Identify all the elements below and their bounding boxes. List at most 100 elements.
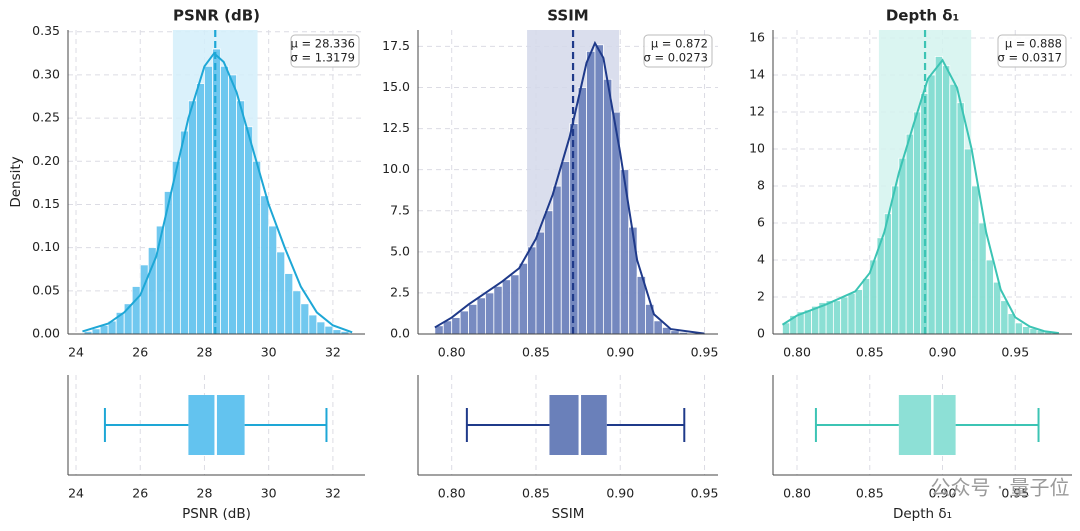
panel-title: PSNR (dB) <box>173 7 260 25</box>
stats-std: σ = 0.0273 <box>644 51 708 65</box>
histogram-bar <box>308 314 318 335</box>
histogram-bar <box>927 74 936 335</box>
histogram-bar <box>913 111 922 335</box>
histogram-bar <box>518 262 528 335</box>
histogram-bar <box>934 56 943 335</box>
histogram-bar <box>552 185 562 335</box>
histogram-bar <box>268 225 278 335</box>
x-tick-label: 0.95 <box>691 345 719 360</box>
histogram-bar <box>451 317 461 335</box>
histogram-bar <box>131 286 141 335</box>
x-tick-label: 24 <box>68 345 84 360</box>
x-tick-label: 0.95 <box>691 486 719 501</box>
histogram-bar <box>978 222 987 335</box>
y-tick-label: 15.0 <box>382 79 410 94</box>
x-axis-label: PSNR (dB) <box>182 506 251 522</box>
histogram-bar <box>91 328 101 335</box>
histogram-bar <box>493 285 503 335</box>
histogram-bar <box>228 74 237 335</box>
histogram-bar <box>832 300 842 335</box>
y-tick-label: 0.05 <box>32 282 60 297</box>
histogram-bar <box>324 325 334 335</box>
histogram-bar <box>898 157 907 335</box>
histogram-bar <box>862 278 871 335</box>
x-tick-label: 28 <box>197 345 213 360</box>
y-tick-label: 0.25 <box>32 110 60 125</box>
x-tick-label: 0.85 <box>522 486 550 501</box>
histogram-bar <box>244 126 254 335</box>
histogram-bar <box>260 195 270 335</box>
histogram-bar <box>1000 300 1009 335</box>
stats-box <box>643 34 713 68</box>
y-tick-label: 2 <box>757 288 765 303</box>
x-tick-label: 0.80 <box>783 486 811 501</box>
histogram-bar <box>963 148 973 335</box>
histogram-bar <box>803 309 812 335</box>
histogram-bar <box>586 50 596 335</box>
y-tick-label: 0.0 <box>390 326 410 341</box>
histogram-bar <box>1022 326 1031 335</box>
x-tick-label: 26 <box>132 345 148 360</box>
histogram-bar <box>459 310 469 335</box>
histogram-bar <box>602 78 613 335</box>
histogram-bar <box>220 65 229 335</box>
x-tick-label: 0.85 <box>856 345 884 360</box>
x-tick-label: 26 <box>132 486 148 501</box>
y-tick-label: 6 <box>757 214 765 229</box>
histogram-bar <box>292 290 302 335</box>
histogram-bar <box>942 65 951 335</box>
y-tick-label: 7.5 <box>390 202 410 217</box>
stats-mean: μ = 0.888 <box>1005 37 1062 51</box>
histogram-bar <box>854 289 863 335</box>
y-tick-label: 5.0 <box>390 243 410 258</box>
x-axis-label: SSIM <box>552 506 585 522</box>
histogram-bar <box>594 44 604 335</box>
histogram-bar <box>985 259 994 335</box>
x-tick-label: 32 <box>325 345 341 360</box>
y-tick-label: 12 <box>749 103 765 118</box>
x-tick-label: 30 <box>261 345 277 360</box>
histogram-bar <box>527 246 537 335</box>
stats-box <box>997 34 1067 68</box>
histogram-bar <box>510 274 520 335</box>
y-tick-label: 8 <box>757 177 765 192</box>
histogram-bar <box>949 83 958 335</box>
y-tick-label: 0 <box>757 326 765 341</box>
histogram-bar <box>284 273 294 335</box>
y-tick-label: 4 <box>757 251 765 266</box>
x-tick-label: 0.90 <box>929 345 957 360</box>
y-tick-label: 12.5 <box>382 120 410 135</box>
x-tick-label: 0.80 <box>783 345 811 360</box>
histogram-bar <box>1014 322 1023 335</box>
x-tick-label: 0.95 <box>1001 345 1029 360</box>
x-tick-label: 0.85 <box>522 345 550 360</box>
histogram-bar <box>171 160 181 335</box>
histogram-bar <box>544 210 554 335</box>
histogram-bar <box>653 320 663 335</box>
x-tick-label: 0.95 <box>1001 486 1029 501</box>
x-tick-label: 0.90 <box>929 486 957 501</box>
x-tick-label: 0.80 <box>438 486 466 501</box>
histogram-bar <box>891 185 900 335</box>
stats-std: σ = 0.0317 <box>998 51 1062 65</box>
histogram-bar <box>628 226 638 335</box>
histogram-bar <box>971 185 980 335</box>
y-tick-label: 0.00 <box>32 326 60 341</box>
x-tick-label: 32 <box>325 486 341 501</box>
histogram-bar <box>847 292 856 335</box>
histogram-bar <box>179 130 189 335</box>
y-tick-label: 0.10 <box>32 239 60 254</box>
kde-line <box>434 40 705 335</box>
histogram-bar <box>212 48 221 335</box>
stats-box <box>290 34 360 68</box>
kde-line <box>781 58 1060 335</box>
x-axis-label: Depth δ₁ <box>893 506 952 522</box>
histogram-bar <box>316 321 326 335</box>
x-tick-label: 0.80 <box>438 345 466 360</box>
y-tick-label: 10 <box>749 140 765 155</box>
y-tick-label: 0.35 <box>32 23 60 38</box>
y-axis-label: Density <box>8 156 24 207</box>
histogram-bar <box>560 161 571 335</box>
histogram-bar <box>993 281 1002 335</box>
